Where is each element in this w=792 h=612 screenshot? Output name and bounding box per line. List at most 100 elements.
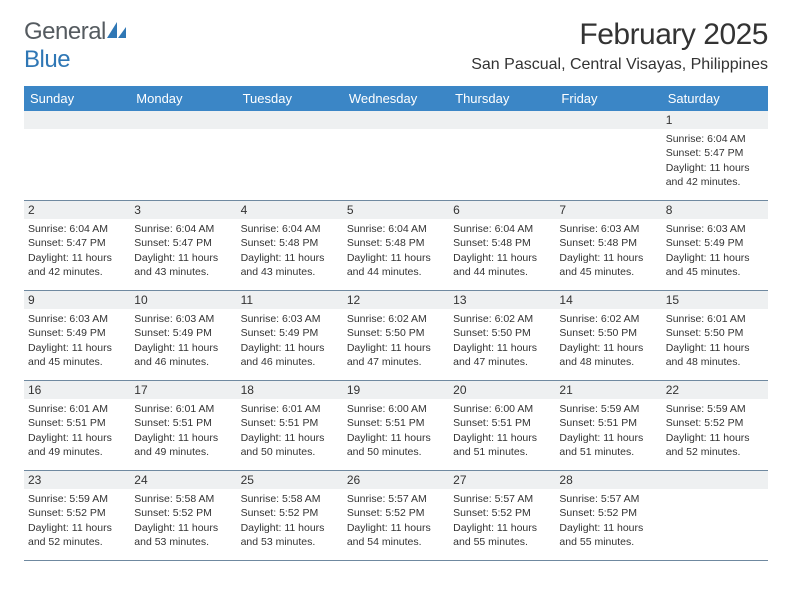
day-daylight1: Daylight: 11 hours: [666, 341, 764, 355]
day-sunrise: Sunrise: 5:58 AM: [241, 492, 339, 506]
day-daylight1: Daylight: 11 hours: [666, 251, 764, 265]
day-cell: 15Sunrise: 6:01 AMSunset: 5:50 PMDayligh…: [662, 291, 768, 380]
day-daylight2: and 49 minutes.: [28, 445, 126, 459]
day-cell: 8Sunrise: 6:03 AMSunset: 5:49 PMDaylight…: [662, 201, 768, 290]
week-row: 2Sunrise: 6:04 AMSunset: 5:47 PMDaylight…: [24, 201, 768, 291]
day-daylight2: and 53 minutes.: [134, 535, 232, 549]
day-sunset: Sunset: 5:47 PM: [28, 236, 126, 250]
day-daylight2: and 53 minutes.: [241, 535, 339, 549]
day-daylight1: Daylight: 11 hours: [134, 251, 232, 265]
day-daylight2: and 52 minutes.: [28, 535, 126, 549]
brand-name: GeneralBlue: [24, 18, 128, 74]
day-sunset: Sunset: 5:49 PM: [134, 326, 232, 340]
day-daylight2: and 42 minutes.: [28, 265, 126, 279]
day-daylight2: and 42 minutes.: [666, 175, 764, 189]
day-daylight2: and 43 minutes.: [241, 265, 339, 279]
day-number: 19: [343, 381, 449, 399]
day-number: [24, 111, 130, 129]
day-number: 10: [130, 291, 236, 309]
day-sunrise: Sunrise: 6:03 AM: [559, 222, 657, 236]
day-sunset: Sunset: 5:52 PM: [134, 506, 232, 520]
day-sunset: Sunset: 5:52 PM: [347, 506, 445, 520]
week-row: 1Sunrise: 6:04 AMSunset: 5:47 PMDaylight…: [24, 111, 768, 201]
day-sunset: Sunset: 5:52 PM: [453, 506, 551, 520]
day-sunrise: Sunrise: 6:01 AM: [666, 312, 764, 326]
day-sunrise: Sunrise: 6:03 AM: [666, 222, 764, 236]
day-cell: [555, 111, 661, 200]
calendar: Sunday Monday Tuesday Wednesday Thursday…: [24, 86, 768, 561]
day-cell: 6Sunrise: 6:04 AMSunset: 5:48 PMDaylight…: [449, 201, 555, 290]
day-sunrise: Sunrise: 6:02 AM: [347, 312, 445, 326]
day-number: 4: [237, 201, 343, 219]
day-cell: 21Sunrise: 5:59 AMSunset: 5:51 PMDayligh…: [555, 381, 661, 470]
day-sunrise: Sunrise: 6:01 AM: [134, 402, 232, 416]
day-number: 18: [237, 381, 343, 399]
day-daylight2: and 55 minutes.: [453, 535, 551, 549]
day-daylight2: and 46 minutes.: [134, 355, 232, 369]
day-daylight1: Daylight: 11 hours: [347, 431, 445, 445]
day-daylight2: and 54 minutes.: [347, 535, 445, 549]
day-number: 28: [555, 471, 661, 489]
brand-name-part2: Blue: [24, 46, 70, 73]
week-row: 9 Sunrise: 6:03 AM Sunset: 5:49 PM Daylight…: [24, 291, 768, 381]
day-daylight2: and 55 minutes.: [559, 535, 657, 549]
day-sunset: Sunset: 5:48 PM: [559, 236, 657, 250]
brand-sail-icon: [106, 18, 128, 46]
day-cell: 25Sunrise: 5:58 AMSunset: 5:52 PMDayligh…: [237, 471, 343, 560]
day-daylight1: Daylight: 11 hours: [559, 521, 657, 535]
dow-sunday: Sunday: [24, 86, 130, 111]
day-sunrise: Sunrise: 6:04 AM: [28, 222, 126, 236]
day-daylight2: and 44 minutes.: [453, 265, 551, 279]
day-daylight1: Daylight: 11 hours: [241, 251, 339, 265]
day-sunrise: Sunrise: 5:58 AM: [134, 492, 232, 506]
day-daylight2: and 45 minutes.: [559, 265, 657, 279]
day-sunset: Sunset: 5:50 PM: [347, 326, 445, 340]
day-daylight1: Daylight: 11 hours: [453, 251, 551, 265]
day-number: 14: [555, 291, 661, 309]
day-number: 21: [555, 381, 661, 399]
day-sunrise: Sunrise: 6:03 AM: [28, 312, 126, 326]
day-cell: 28Sunrise: 5:57 AMSunset: 5:52 PMDayligh…: [555, 471, 661, 560]
day-daylight1: Daylight: 11 hours: [28, 251, 126, 265]
day-daylight2: and 47 minutes.: [453, 355, 551, 369]
weeks-container: 1Sunrise: 6:04 AMSunset: 5:47 PMDaylight…: [24, 111, 768, 561]
day-cell: 12Sunrise: 6:02 AMSunset: 5:50 PMDayligh…: [343, 291, 449, 380]
day-daylight1: Daylight: 11 hours: [28, 341, 126, 355]
day-cell: 26Sunrise: 5:57 AMSunset: 5:52 PMDayligh…: [343, 471, 449, 560]
day-cell: 17Sunrise: 6:01 AMSunset: 5:51 PMDayligh…: [130, 381, 236, 470]
day-daylight1: Daylight: 11 hours: [28, 431, 126, 445]
day-number: 7: [555, 201, 661, 219]
day-number: 24: [130, 471, 236, 489]
day-sunrise: Sunrise: 5:57 AM: [347, 492, 445, 506]
day-daylight1: Daylight: 11 hours: [347, 521, 445, 535]
day-number: 1: [662, 111, 768, 129]
day-number: 11: [237, 291, 343, 309]
day-sunset: Sunset: 5:49 PM: [666, 236, 764, 250]
day-cell: 9Sunrise: 6:03 AMSunset: 5:49 PMDaylight…: [24, 291, 130, 380]
day-sunset: Sunset: 5:48 PM: [453, 236, 551, 250]
day-cell: [662, 471, 768, 560]
day-cell: 1Sunrise: 6:04 AMSunset: 5:47 PMDaylight…: [662, 111, 768, 200]
day-cell: 3Sunrise: 6:04 AMSunset: 5:47 PMDaylight…: [130, 201, 236, 290]
day-sunrise: Sunrise: 6:04 AM: [241, 222, 339, 236]
brand-name-part1: General: [24, 18, 106, 45]
title-block: February 2025 San Pascual, Central Visay…: [471, 18, 768, 74]
day-number: 9: [24, 291, 130, 309]
day-cell: [343, 111, 449, 200]
day-sunrise: Sunrise: 5:59 AM: [559, 402, 657, 416]
day-cell: 2Sunrise: 6:04 AMSunset: 5:47 PMDaylight…: [24, 201, 130, 290]
day-sunset: Sunset: 5:48 PM: [347, 236, 445, 250]
day-daylight2: and 45 minutes.: [666, 265, 764, 279]
day-cell: 20Sunrise: 6:00 AMSunset: 5:51 PMDayligh…: [449, 381, 555, 470]
day-sunset: Sunset: 5:50 PM: [559, 326, 657, 340]
day-daylight1: Daylight: 11 hours: [134, 431, 232, 445]
day-cell: [237, 111, 343, 200]
day-sunrise: Sunrise: 5:59 AM: [666, 402, 764, 416]
day-number: 16: [24, 381, 130, 399]
day-cell: [449, 111, 555, 200]
day-sunset: Sunset: 5:51 PM: [559, 416, 657, 430]
day-sunrise: Sunrise: 5:59 AM: [28, 492, 126, 506]
dow-friday: Friday: [555, 86, 661, 111]
day-sunrise: Sunrise: 6:04 AM: [666, 132, 764, 146]
day-sunset: Sunset: 5:51 PM: [134, 416, 232, 430]
